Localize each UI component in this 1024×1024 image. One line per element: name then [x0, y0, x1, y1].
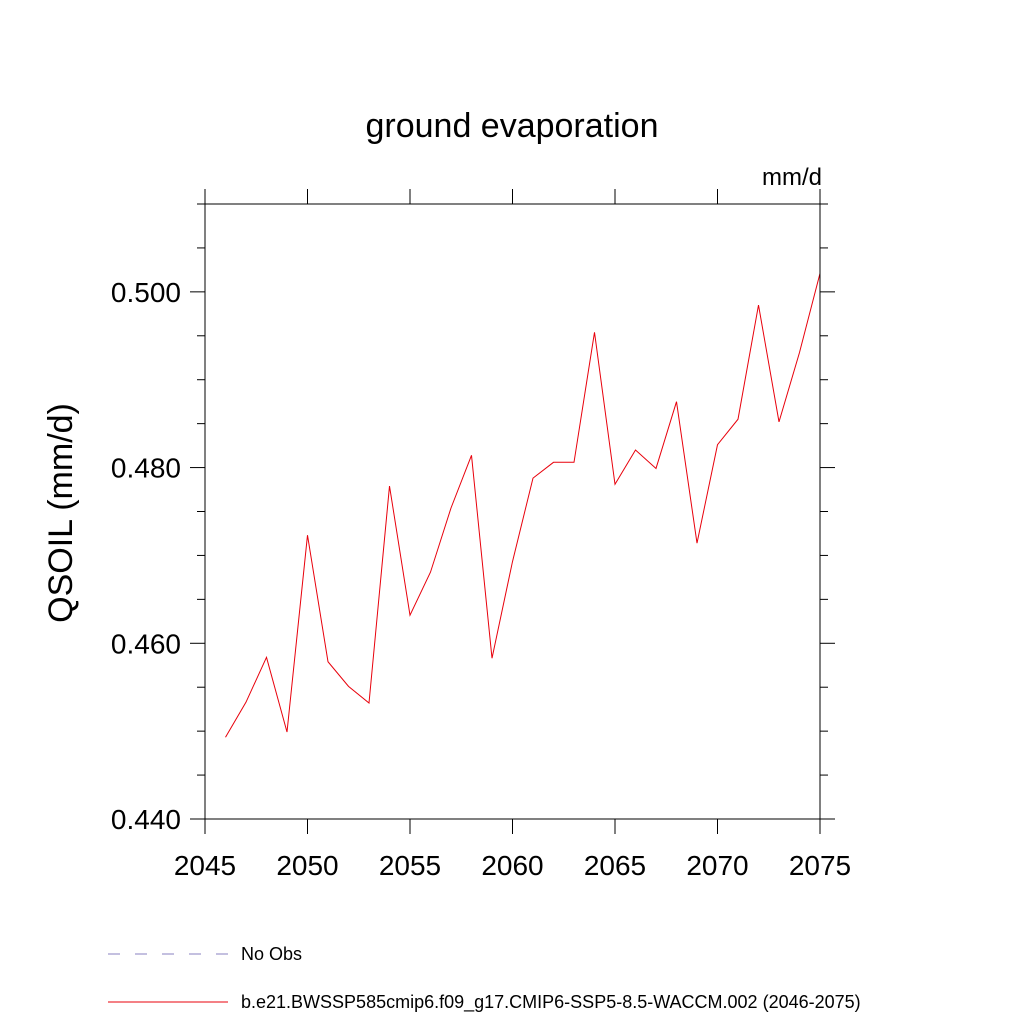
x-tick-label: 2075: [789, 850, 851, 881]
axis-ticks: [190, 189, 835, 834]
series-lines: [225, 273, 821, 738]
x-tick-label: 2050: [276, 850, 338, 881]
legend-label-no-obs: No Obs: [241, 944, 302, 964]
x-tick-label: 2060: [481, 850, 543, 881]
plot-frame: [204, 203, 821, 820]
series-line-0: [225, 273, 821, 738]
x-tick-label: 2070: [686, 850, 748, 881]
legend-label-model: b.e21.BWSSP585cmip6.f09_g17.CMIP6-SSP5-8…: [241, 992, 861, 1013]
x-tick-label: 2045: [174, 850, 236, 881]
y-tick-label: 0.500: [111, 277, 181, 308]
legend: b.e21.BWSSP585cmip6.f09_g17.CMIP6-SSP5-8…: [108, 944, 861, 1013]
tick-labels: 2045 2050 2055 2060 2065 2070 2075 0.440 0.460 0.…: [111, 277, 851, 881]
units-label: mm/d: [762, 164, 822, 191]
y-tick-label: 0.440: [111, 804, 181, 835]
x-tick-label: 2065: [584, 850, 646, 881]
x-tick-label: 2055: [379, 850, 441, 881]
y-axis-label: QSOIL (mm/d): [42, 403, 80, 623]
chart-title: ground evaporation: [365, 107, 658, 145]
y-tick-label: 0.460: [111, 628, 181, 659]
y-tick-label: 0.480: [111, 453, 181, 484]
